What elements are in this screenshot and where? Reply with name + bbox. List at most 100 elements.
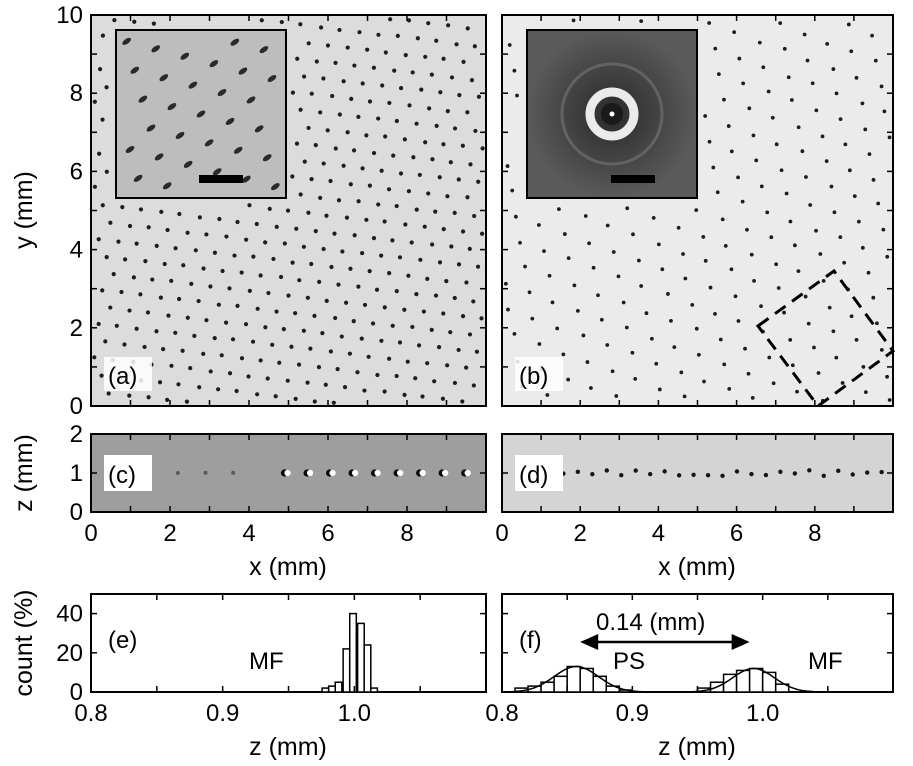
particle — [633, 468, 638, 473]
particle — [184, 399, 190, 404]
ft-peak — [225, 117, 235, 125]
particle — [657, 387, 662, 392]
histogram-bar — [321, 687, 330, 693]
particle — [754, 158, 759, 163]
particle — [446, 23, 451, 28]
particle — [806, 321, 811, 326]
particle — [146, 225, 151, 230]
particle-highlight — [306, 469, 314, 477]
particle — [367, 99, 373, 104]
particle — [379, 338, 384, 343]
particle — [325, 43, 331, 48]
ft-peak — [146, 124, 156, 132]
particle — [324, 298, 329, 303]
particle — [318, 195, 323, 200]
scale-bar — [199, 175, 243, 183]
particle — [838, 117, 843, 122]
particle — [718, 337, 723, 342]
particle — [716, 72, 721, 77]
particle — [232, 253, 237, 258]
particle — [530, 316, 535, 321]
histogram-bar — [566, 665, 581, 693]
particle — [887, 398, 892, 402]
particle — [423, 54, 428, 59]
particle — [654, 361, 659, 366]
particle — [469, 78, 475, 83]
particle — [227, 371, 233, 376]
particle — [398, 85, 404, 91]
particle — [344, 215, 350, 220]
particle — [390, 238, 395, 243]
particle — [711, 165, 716, 170]
particle — [410, 324, 415, 330]
particle — [763, 472, 769, 478]
particle — [359, 336, 364, 341]
particle — [792, 471, 798, 476]
particle — [589, 386, 593, 390]
particle — [340, 249, 345, 254]
particle — [158, 295, 163, 300]
particle — [430, 242, 435, 247]
ft-peak — [167, 103, 177, 111]
particle — [611, 250, 616, 254]
particle — [387, 356, 392, 361]
particle — [188, 365, 193, 371]
particle — [460, 143, 465, 148]
particle — [161, 346, 166, 352]
particle — [875, 321, 879, 326]
particle — [778, 21, 783, 26]
particle — [324, 213, 329, 218]
particle — [234, 388, 239, 394]
particle — [397, 340, 403, 345]
particle — [108, 305, 113, 310]
particle — [348, 266, 353, 271]
panel-c-label: (c) — [108, 462, 136, 489]
particle — [445, 363, 450, 368]
particle — [832, 210, 837, 215]
particle — [651, 215, 656, 220]
particle — [263, 240, 268, 245]
particle — [255, 392, 260, 397]
particle — [457, 93, 462, 98]
particle — [679, 370, 684, 375]
particle — [433, 293, 439, 298]
particle — [169, 278, 174, 284]
particle — [122, 257, 128, 262]
particle — [566, 377, 571, 382]
ft-peak — [262, 154, 272, 162]
particle — [321, 161, 326, 166]
particle — [449, 244, 454, 249]
particle — [614, 394, 619, 398]
particle — [151, 21, 156, 26]
particle — [247, 288, 252, 293]
particle — [467, 332, 473, 337]
particle — [138, 207, 144, 212]
particle — [227, 286, 232, 291]
particle — [766, 89, 771, 94]
particle — [301, 328, 306, 333]
particle — [298, 22, 303, 27]
particle — [162, 261, 167, 267]
particle — [289, 344, 294, 349]
particle — [759, 304, 763, 309]
particle — [409, 240, 414, 245]
particle — [475, 264, 481, 269]
particle — [120, 204, 125, 210]
particle — [590, 471, 595, 477]
particle — [846, 22, 851, 27]
histogram-bar — [761, 671, 777, 693]
particle — [321, 246, 326, 252]
particle — [619, 473, 624, 478]
x-tick-label: 0.9 — [206, 700, 239, 727]
particle — [726, 124, 731, 128]
particle — [690, 303, 695, 307]
particle — [527, 290, 532, 295]
particle — [391, 153, 396, 158]
particle — [605, 343, 610, 347]
particle — [347, 351, 352, 356]
particle-highlight — [464, 469, 471, 477]
particle-highlight — [351, 469, 359, 477]
particle — [456, 177, 461, 182]
particle — [278, 274, 284, 280]
particle — [96, 237, 101, 242]
